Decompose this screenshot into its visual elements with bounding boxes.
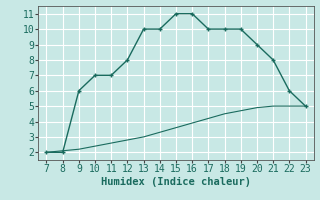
X-axis label: Humidex (Indice chaleur): Humidex (Indice chaleur): [101, 177, 251, 187]
